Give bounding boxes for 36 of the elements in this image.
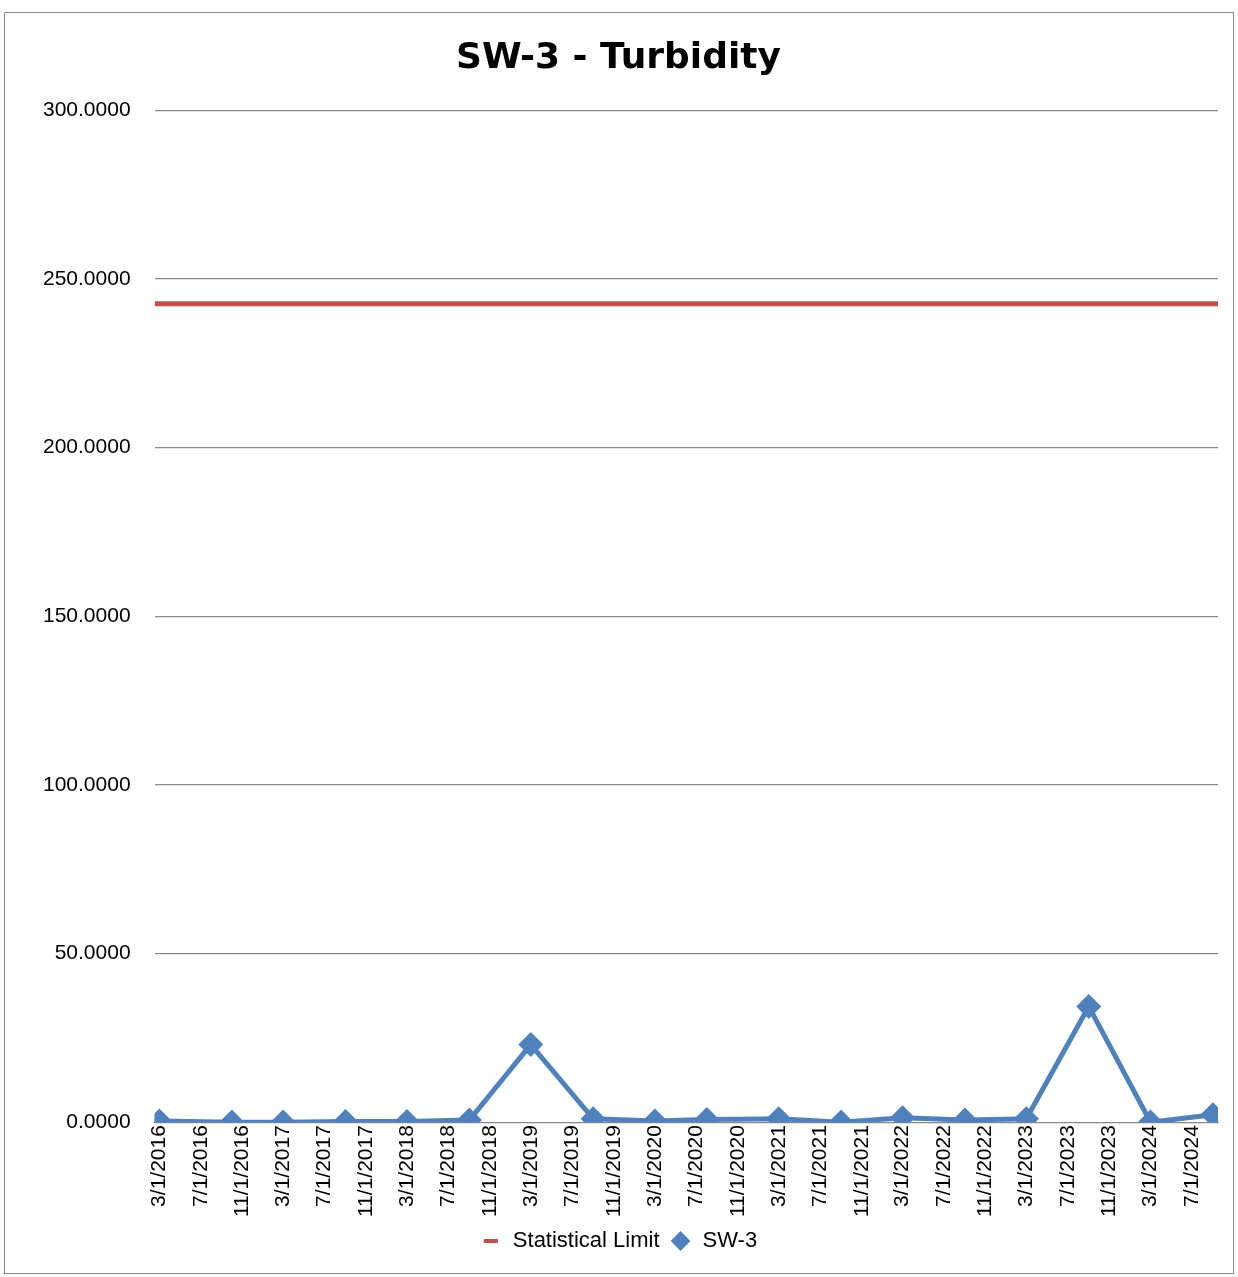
x-tick-label: 7/1/2024: [1178, 1124, 1202, 1207]
x-tick-label: 11/1/2017: [353, 1125, 377, 1218]
y-tick-label: 100.0000: [43, 771, 131, 795]
x-tick-label: 7/1/2017: [311, 1125, 335, 1207]
x-tick-label: 7/1/2020: [683, 1125, 707, 1207]
x-tick-label: 3/1/2020: [641, 1125, 665, 1207]
x-tick-label: 7/1/2016: [187, 1125, 211, 1207]
y-tick-label: 300.0000: [43, 97, 131, 120]
x-tick-label: 11/1/2023: [1096, 1125, 1120, 1218]
x-tick-label: 3/1/2018: [393, 1125, 417, 1207]
x-tick-label: 3/1/2023: [1013, 1125, 1037, 1207]
x-tick-label: 3/1/2017: [269, 1125, 293, 1207]
x-tick-label: 7/1/2019: [558, 1125, 582, 1207]
y-tick-label: 0.0000: [66, 1108, 131, 1132]
x-tick-label: 7/1/2018: [435, 1125, 459, 1207]
y-tick-label: 250.0000: [43, 265, 131, 289]
y-tick-label: 150.0000: [43, 602, 131, 626]
x-tick-label: 3/1/2024: [1137, 1124, 1161, 1207]
y-tick-label: 200.0000: [43, 434, 131, 458]
x-tick-label: 7/1/2022: [930, 1125, 954, 1207]
x-tick-label: 7/1/2021: [806, 1125, 830, 1207]
x-tick-label: 11/1/2022: [972, 1125, 996, 1218]
x-tick-label: 11/1/2021: [848, 1125, 872, 1218]
chart-title: SW-3 - Turbidity: [456, 34, 781, 76]
x-tick-label: 7/1/2023: [1054, 1125, 1078, 1207]
x-tick-label: 11/1/2016: [229, 1125, 253, 1218]
legend-label: SW-3: [702, 1227, 758, 1253]
legend-label: Statistical Limit: [512, 1227, 660, 1253]
x-tick-label: 11/1/2018: [476, 1125, 500, 1218]
x-tick-label: 3/1/2019: [517, 1125, 541, 1207]
y-tick-label: 50.0000: [54, 940, 131, 964]
x-tick-label: 11/1/2020: [724, 1125, 748, 1218]
x-tick-label: 3/1/2021: [765, 1125, 789, 1207]
x-tick-label: 3/1/2016: [146, 1125, 170, 1207]
x-tick-label: 3/1/2022: [889, 1125, 913, 1207]
x-tick-label: 11/1/2019: [600, 1125, 624, 1218]
